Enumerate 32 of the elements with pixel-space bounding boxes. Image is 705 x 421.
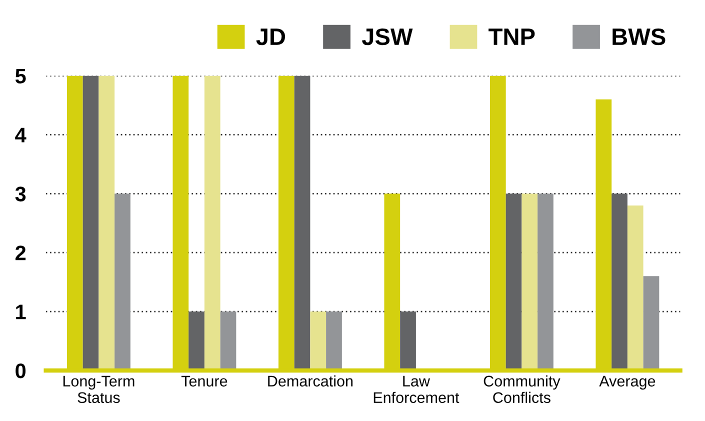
- y-tick-label: 2: [16, 246, 26, 260]
- y-tick-label: 3: [15, 186, 26, 202]
- bar: [643, 276, 660, 370]
- y-tick-label: 0: [16, 363, 26, 378]
- bar: [522, 194, 538, 370]
- bar: [326, 312, 342, 370]
- legend-label: TNP: [488, 28, 535, 45]
- x-tick-label: Community Conflicts: [484, 375, 560, 404]
- bar: [310, 312, 326, 370]
- bar: [204, 76, 220, 370]
- x-tick-label: Law Enforcement: [374, 376, 460, 404]
- legend-label: JSW: [362, 28, 413, 46]
- bar: [220, 312, 236, 370]
- bar: [188, 312, 204, 370]
- legend-label: BWS: [612, 28, 666, 46]
- y-tick-label: 4: [15, 128, 26, 142]
- y-tick-label: 1: [16, 304, 26, 320]
- x-tick-label: Demarcation: [268, 375, 353, 387]
- bar: [400, 312, 416, 370]
- bar: [98, 76, 115, 370]
- bar: [114, 194, 130, 370]
- x-tick-label: Tenure: [181, 376, 228, 387]
- bar: [506, 194, 522, 370]
- y-tick-label: 5: [15, 68, 26, 84]
- legend-label: JD: [256, 28, 286, 46]
- bar: [538, 194, 554, 370]
- bar: [612, 194, 628, 370]
- x-tick-label: Average: [599, 376, 656, 390]
- x-tick-label: Long-Term Status: [63, 376, 134, 404]
- bar: [294, 76, 310, 370]
- bar: [82, 76, 99, 370]
- bar: [627, 205, 644, 370]
